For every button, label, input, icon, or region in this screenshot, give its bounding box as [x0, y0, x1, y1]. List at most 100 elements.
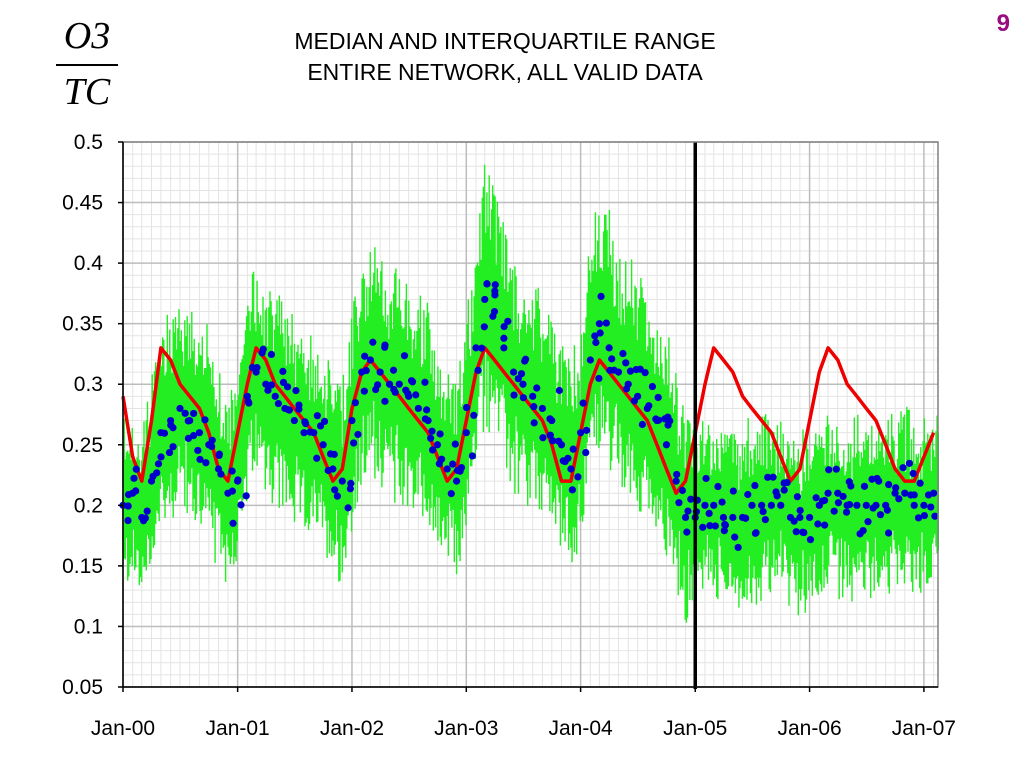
median-point — [742, 514, 750, 522]
median-point — [346, 485, 354, 493]
median-point — [360, 387, 368, 395]
median-point — [500, 334, 508, 342]
median-point — [517, 370, 526, 378]
median-point — [452, 477, 461, 485]
median-point — [361, 352, 369, 360]
median-point — [157, 453, 165, 461]
median-point — [793, 493, 802, 501]
median-point — [899, 464, 907, 472]
median-point — [582, 426, 591, 434]
median-point — [389, 366, 398, 374]
y-tick-label: 0.5 — [74, 131, 103, 154]
median-point — [189, 409, 198, 418]
median-point — [500, 323, 508, 331]
median-point — [675, 499, 683, 507]
median-point — [421, 378, 429, 386]
median-point — [234, 476, 242, 484]
median-point — [433, 441, 442, 449]
median-point — [242, 492, 250, 500]
y-tick-label: 0.25 — [62, 434, 103, 457]
median-point — [920, 501, 928, 509]
median-point — [832, 465, 840, 473]
median-point — [927, 503, 935, 511]
median-point — [614, 368, 623, 376]
median-point — [329, 465, 337, 473]
median-point — [910, 501, 918, 509]
axes — [118, 141, 939, 692]
median-point — [443, 465, 451, 473]
median-point — [767, 501, 775, 509]
median-point — [253, 364, 261, 372]
median-point — [539, 434, 547, 442]
y-tick-label: 0.1 — [74, 615, 103, 638]
median-point — [608, 355, 616, 363]
median-point — [761, 516, 769, 524]
median-point — [885, 480, 893, 489]
median-point — [860, 482, 869, 490]
median-point — [720, 527, 728, 535]
median-point — [673, 470, 681, 479]
median-point — [160, 429, 169, 437]
median-point — [683, 528, 691, 536]
y-tick-label: 0.05 — [62, 676, 103, 699]
median-point — [333, 492, 342, 500]
median-point — [895, 495, 903, 503]
median-point — [821, 521, 829, 529]
median-point — [491, 281, 499, 289]
median-points — [119, 280, 939, 552]
median-point — [783, 478, 791, 487]
median-point — [354, 430, 362, 439]
median-point — [796, 506, 804, 515]
median-point — [748, 501, 756, 509]
median-point — [834, 489, 842, 497]
median-point — [468, 452, 476, 460]
median-point — [302, 419, 310, 428]
median-point — [605, 344, 613, 352]
y-tick-label: 0.35 — [62, 313, 103, 336]
tick-labels: 0.05 0.1 0.15 0.2 0.25 0.3 0.35 0.4 0.45 0.5 Jan-0… — [62, 131, 956, 740]
median-point — [777, 501, 785, 509]
median-point — [892, 484, 900, 492]
median-point — [132, 465, 140, 473]
median-point — [549, 437, 557, 445]
median-point — [391, 388, 399, 396]
median-point — [662, 441, 671, 449]
median-point — [718, 498, 726, 506]
median-point — [602, 319, 610, 327]
median-point — [310, 429, 318, 437]
median-point — [930, 489, 938, 497]
x-tick-label: Jan-07 — [892, 717, 956, 740]
median-point — [546, 431, 554, 439]
median-point — [533, 384, 541, 392]
y-tick-label: 0.4 — [74, 252, 104, 275]
median-point — [780, 486, 788, 494]
median-point — [478, 344, 486, 352]
median-point — [217, 470, 225, 478]
median-point — [350, 439, 358, 447]
median-point — [744, 490, 752, 499]
median-point — [582, 448, 590, 457]
median-point — [139, 517, 148, 525]
x-tick-label: Jan-05 — [663, 717, 727, 740]
median-point — [189, 431, 198, 440]
median-point — [684, 507, 692, 515]
median-point — [759, 507, 767, 516]
median-point — [313, 412, 321, 420]
x-tick-label: Jan-02 — [320, 717, 384, 740]
median-point — [645, 402, 653, 410]
chart-title-line1: MEDIAN AND INTERQUARTILE RANGE — [294, 28, 716, 54]
median-point — [820, 496, 829, 505]
chart-title: MEDIAN AND INTERQUARTILE RANGE ENTIRE NE… — [190, 26, 820, 88]
median-point — [845, 478, 853, 486]
median-point — [529, 392, 537, 400]
median-point — [194, 446, 202, 455]
median-point — [579, 399, 587, 407]
median-point — [856, 530, 864, 538]
median-point — [362, 366, 370, 375]
median-point — [814, 520, 822, 528]
median-point — [228, 487, 236, 495]
median-point — [830, 507, 838, 515]
median-point — [381, 397, 389, 405]
median-point — [295, 401, 303, 409]
median-point — [812, 494, 820, 502]
